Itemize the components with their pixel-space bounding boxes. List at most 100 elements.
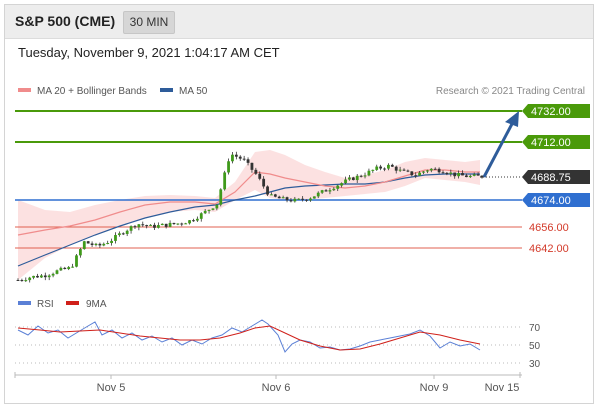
candle-body	[32, 275, 35, 278]
candle-body	[203, 210, 207, 214]
candle-body	[390, 164, 394, 167]
candle-body	[289, 200, 293, 202]
candle-body	[258, 173, 262, 179]
candle-body	[250, 162, 254, 170]
candle-body	[476, 174, 480, 176]
candle-body	[449, 172, 453, 174]
candle-body	[195, 218, 199, 221]
candle-body	[199, 213, 203, 219]
candle-body	[141, 224, 145, 226]
candle-body	[98, 243, 102, 246]
candle-body	[59, 267, 63, 271]
candle-body	[207, 209, 211, 211]
candle-body	[480, 175, 484, 178]
rsi-line	[17, 319, 481, 353]
ma20-legend-swatch	[18, 88, 31, 92]
ma50-legend-swatch	[160, 88, 173, 92]
candle-body	[164, 223, 168, 227]
candle-body	[24, 280, 28, 282]
candle-body	[94, 243, 98, 245]
candle-body	[188, 220, 191, 224]
candle-body	[348, 177, 351, 180]
level-label-4674: 4674.00	[522, 193, 590, 207]
candle-body	[379, 166, 383, 169]
candle-body	[242, 158, 246, 160]
level-label-4656: 4656.00	[529, 222, 569, 234]
svg-text:4674.00: 4674.00	[531, 195, 571, 207]
candle-body	[102, 243, 106, 246]
candle-body	[293, 198, 297, 202]
candle-body	[78, 249, 82, 256]
candle-body	[47, 275, 51, 278]
candle-body	[387, 164, 390, 169]
candle-body	[133, 226, 137, 228]
ma9-legend-swatch	[66, 301, 79, 305]
candle-body	[281, 197, 285, 199]
candle-body	[129, 226, 133, 231]
candle-body	[433, 168, 437, 170]
candle-body	[71, 266, 74, 268]
candlesticks	[16, 151, 484, 283]
rsi-level-50: 50	[529, 341, 541, 352]
candle-body	[145, 225, 149, 227]
candle-body	[51, 273, 55, 276]
candle-body	[114, 235, 117, 241]
candle-body	[328, 190, 332, 192]
timestamp: Tuesday, November 9, 2021 1:04:17 AM CET	[18, 45, 280, 60]
candle-body	[106, 243, 110, 245]
candle-body	[363, 175, 367, 177]
candle-body	[227, 161, 230, 173]
rsi-level-30: 30	[529, 359, 541, 370]
candle-body	[468, 175, 472, 178]
candle-body	[231, 154, 234, 162]
candle-body	[137, 224, 141, 228]
candle-body	[246, 159, 250, 163]
candle-body	[367, 170, 371, 176]
candle-body	[402, 169, 406, 171]
candle-body	[28, 277, 32, 281]
candle-body	[160, 223, 164, 226]
candle-body	[176, 223, 180, 225]
projection-arrowhead	[505, 111, 519, 127]
candle-body	[121, 233, 125, 235]
title-bar: S&P 500 (CME) 30 MIN	[5, 5, 593, 39]
candle-body	[410, 171, 414, 176]
interval-button[interactable]: 30 MIN	[123, 11, 175, 34]
candle-body	[39, 275, 43, 278]
candle-body	[153, 224, 156, 228]
candle-body	[110, 240, 113, 244]
candle-body	[270, 194, 273, 196]
candle-body	[63, 267, 67, 270]
candle-body	[309, 198, 312, 201]
candle-body	[324, 190, 328, 192]
candle-body	[262, 178, 266, 187]
candle-body	[254, 169, 258, 174]
level-label-4712: 4712.00	[522, 135, 590, 149]
candle-body	[180, 223, 184, 225]
candle-body	[406, 170, 410, 172]
candle-body	[359, 175, 363, 177]
candle-body	[394, 166, 398, 171]
x-label-nov5: Nov 5	[97, 382, 126, 394]
candle-body	[355, 175, 359, 181]
candle-body	[375, 166, 379, 170]
candle-body	[426, 170, 429, 172]
candle-body	[184, 223, 188, 225]
candle-body	[156, 225, 160, 228]
candle-body	[67, 267, 71, 270]
candle-body	[312, 196, 316, 199]
candle-body	[461, 173, 464, 176]
candle-body	[418, 172, 422, 176]
candle-body	[223, 172, 227, 190]
candle-body	[351, 177, 355, 181]
candle-body	[273, 194, 277, 197]
svg-text:4688.75: 4688.75	[531, 172, 571, 184]
rsi-legend-swatch	[18, 301, 31, 305]
candle-body	[429, 168, 433, 171]
candle-body	[90, 243, 94, 245]
candle-body	[16, 279, 20, 281]
candle-body	[336, 185, 340, 189]
candle-body	[305, 199, 308, 201]
level-label-4642: 4642.00	[529, 243, 569, 255]
